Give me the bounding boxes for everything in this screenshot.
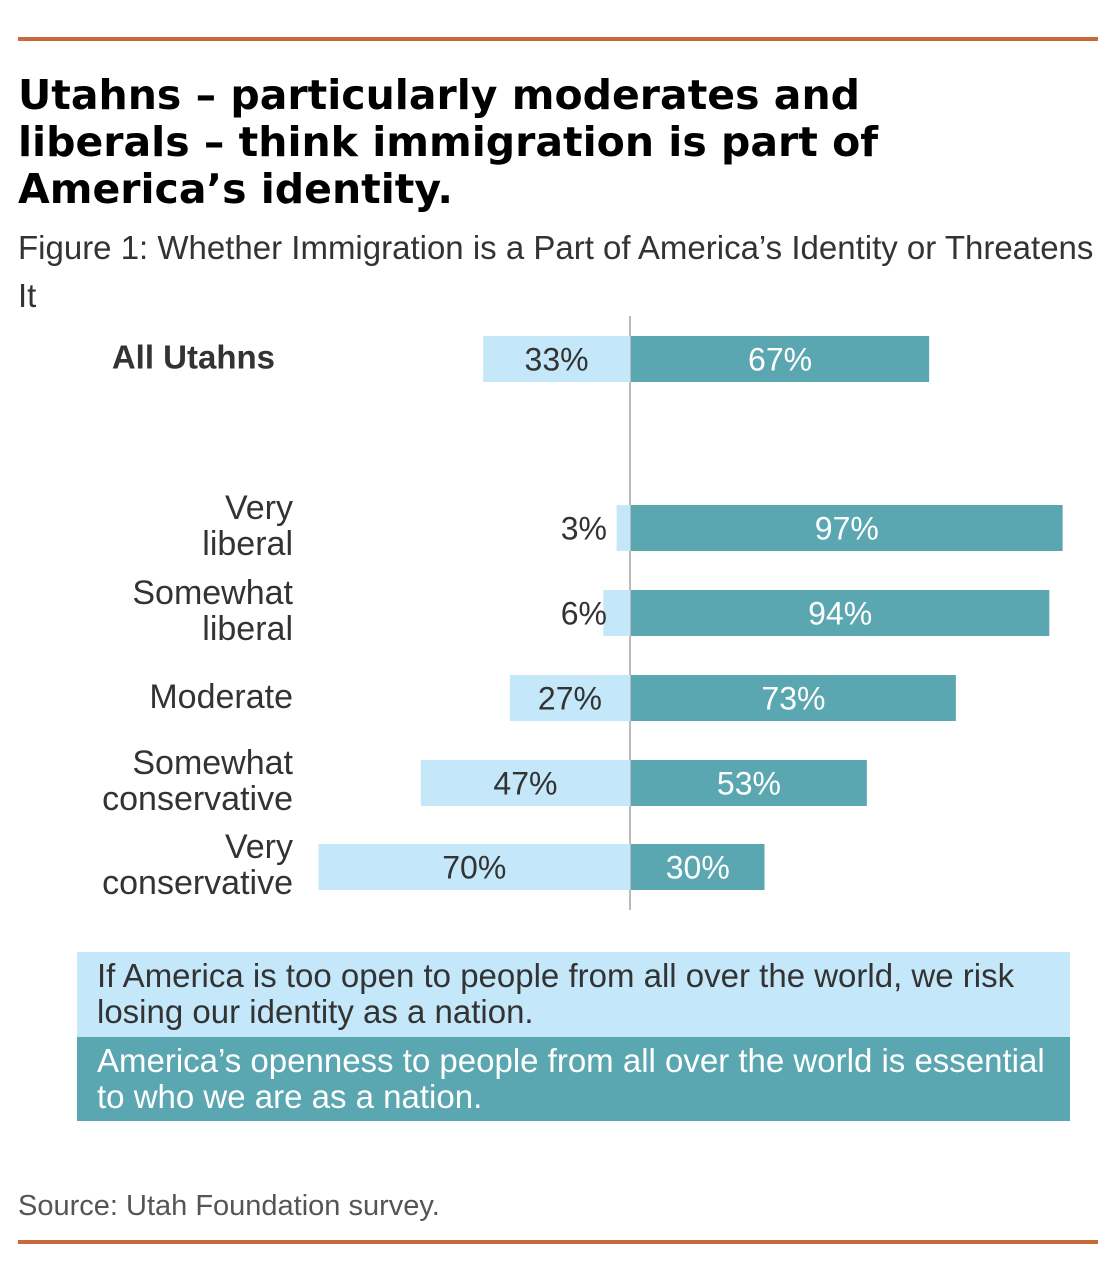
data-label-essential: 97%	[815, 510, 879, 546]
bar-threat	[603, 590, 630, 636]
bar-essential	[631, 590, 1050, 636]
chart-title: Utahns – particularly moderates and libe…	[18, 71, 879, 213]
bar-essential	[631, 505, 1063, 551]
category-label-line: Somewhat	[132, 574, 293, 612]
category-label: Moderate	[149, 678, 293, 716]
data-label-essential: 73%	[761, 680, 825, 716]
bar-essential	[631, 675, 956, 721]
top-rule	[18, 37, 1098, 41]
data-label-essential: 67%	[748, 341, 812, 377]
bar-threat	[420, 760, 630, 806]
category-label-line: liberal	[202, 610, 293, 648]
category-label-line: liberal	[202, 525, 293, 563]
data-label-threat: 33%	[525, 341, 589, 377]
data-label-threat: 27%	[538, 680, 602, 716]
bar-threat	[509, 675, 630, 721]
category-label: All Utahns	[112, 339, 275, 376]
data-label-essential: 94%	[808, 595, 872, 631]
bar-essential	[631, 336, 930, 382]
data-label-threat: 47%	[493, 765, 557, 801]
legend: If America is too open to people from al…	[77, 952, 1070, 1121]
category-label-line: conservative	[102, 864, 293, 902]
bar-essential	[631, 844, 765, 890]
bar-threat	[318, 844, 630, 890]
data-label-threat: 3%	[561, 510, 607, 546]
data-label-essential: 53%	[717, 765, 781, 801]
category-label-line: conservative	[102, 780, 293, 818]
legend-item-threat: If America is too open to people from al…	[77, 952, 1070, 1037]
bar-threat	[483, 336, 630, 382]
legend-item-essential: America’s openness to people from all ov…	[77, 1037, 1070, 1121]
bar-essential	[631, 760, 867, 806]
category-label-line: Very	[225, 489, 293, 527]
chart-subtitle: Figure 1: Whether Immigration is a Part …	[18, 229, 1094, 314]
data-label-essential: 30%	[666, 849, 730, 885]
data-label-threat: 70%	[442, 849, 506, 885]
category-label-line: Very	[225, 828, 293, 866]
data-label-threat: 6%	[561, 595, 607, 631]
category-label-line: Somewhat	[132, 744, 293, 782]
bar-threat	[616, 505, 630, 551]
bottom-rule	[18, 1240, 1098, 1244]
source-note: Source: Utah Foundation survey.	[18, 1190, 440, 1222]
